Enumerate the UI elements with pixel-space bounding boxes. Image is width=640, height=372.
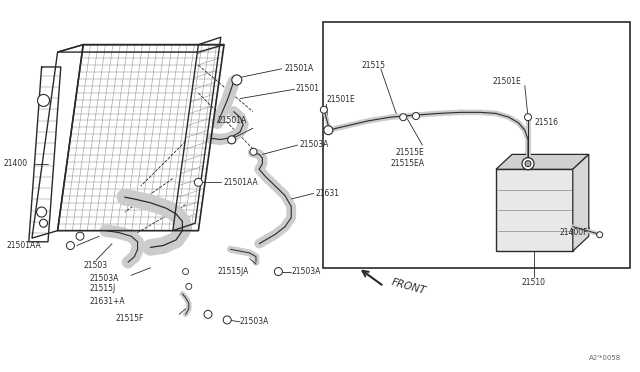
Circle shape bbox=[596, 232, 603, 238]
Text: 21501A: 21501A bbox=[218, 116, 247, 125]
Text: 21503: 21503 bbox=[83, 262, 108, 270]
Polygon shape bbox=[496, 154, 589, 169]
Circle shape bbox=[250, 148, 257, 155]
Circle shape bbox=[232, 75, 242, 85]
Circle shape bbox=[400, 114, 406, 121]
Text: 21515EA: 21515EA bbox=[390, 159, 424, 168]
Text: 21400: 21400 bbox=[3, 159, 28, 168]
Circle shape bbox=[38, 94, 49, 106]
Text: 21503A: 21503A bbox=[300, 140, 329, 149]
Circle shape bbox=[324, 126, 333, 135]
Circle shape bbox=[195, 178, 202, 186]
Circle shape bbox=[413, 113, 419, 119]
Circle shape bbox=[321, 106, 327, 113]
Text: 21501AA: 21501AA bbox=[6, 241, 41, 250]
Polygon shape bbox=[573, 154, 589, 251]
Circle shape bbox=[67, 241, 74, 250]
Bar bbox=[496, 169, 573, 251]
Circle shape bbox=[525, 161, 531, 167]
Circle shape bbox=[522, 158, 534, 170]
Text: 21501E: 21501E bbox=[493, 77, 522, 86]
Text: 21516: 21516 bbox=[534, 118, 558, 127]
Text: FRONT: FRONT bbox=[390, 277, 428, 296]
Text: 21515E: 21515E bbox=[396, 148, 424, 157]
Circle shape bbox=[204, 310, 212, 318]
Text: 21515J: 21515J bbox=[90, 284, 116, 293]
Circle shape bbox=[228, 136, 236, 144]
Text: 21515JA: 21515JA bbox=[218, 267, 249, 276]
Text: 21501E: 21501E bbox=[326, 95, 355, 104]
Circle shape bbox=[40, 219, 47, 227]
Text: 21515F: 21515F bbox=[115, 314, 143, 323]
Text: 21631+A: 21631+A bbox=[90, 297, 125, 306]
Text: A2'*0058: A2'*0058 bbox=[589, 355, 621, 361]
Circle shape bbox=[275, 267, 282, 276]
Text: 21501: 21501 bbox=[296, 84, 320, 93]
Circle shape bbox=[525, 114, 531, 121]
Text: 21503A: 21503A bbox=[240, 317, 269, 326]
Circle shape bbox=[182, 269, 189, 275]
Text: 21510: 21510 bbox=[522, 278, 545, 287]
Text: 21501AA: 21501AA bbox=[224, 178, 259, 187]
Text: 21501A: 21501A bbox=[285, 64, 314, 73]
Circle shape bbox=[36, 207, 47, 217]
Text: 21515: 21515 bbox=[362, 61, 385, 70]
Text: 21503A: 21503A bbox=[291, 267, 321, 276]
Text: 21503A: 21503A bbox=[90, 274, 119, 283]
Circle shape bbox=[186, 283, 192, 289]
Text: 21631: 21631 bbox=[316, 189, 339, 198]
Circle shape bbox=[76, 232, 84, 240]
Text: 21400F: 21400F bbox=[560, 228, 589, 237]
Circle shape bbox=[223, 316, 231, 324]
Bar bbox=[323, 22, 630, 268]
